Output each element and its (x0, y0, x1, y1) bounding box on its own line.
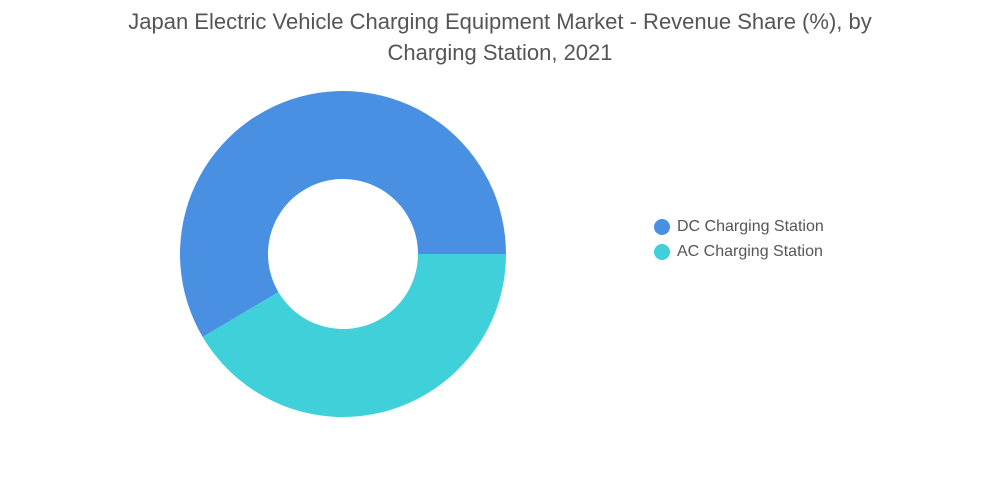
legend-label-ac: AC Charging Station (677, 242, 823, 260)
legend-label-dc: DC Charging Station (677, 217, 824, 235)
donut-slice-ac[interactable] (202, 254, 507, 417)
donut-slice-dc[interactable] (179, 90, 506, 337)
legend-item-dc[interactable]: DC Charging Station (654, 214, 824, 239)
chart-title-line-1: Japan Electric Vehicle Charging Equipmen… (128, 9, 872, 34)
legend-swatch-dc (654, 218, 670, 235)
chart-legend: DC Charging Station AC Charging Station (654, 214, 824, 264)
chart-title-line-2: Charging Station, 2021 (387, 40, 613, 65)
chart-title: Japan Electric Vehicle Charging Equipmen… (0, 6, 1000, 68)
legend-swatch-ac (654, 243, 670, 260)
legend-item-ac[interactable]: AC Charging Station (654, 239, 824, 264)
